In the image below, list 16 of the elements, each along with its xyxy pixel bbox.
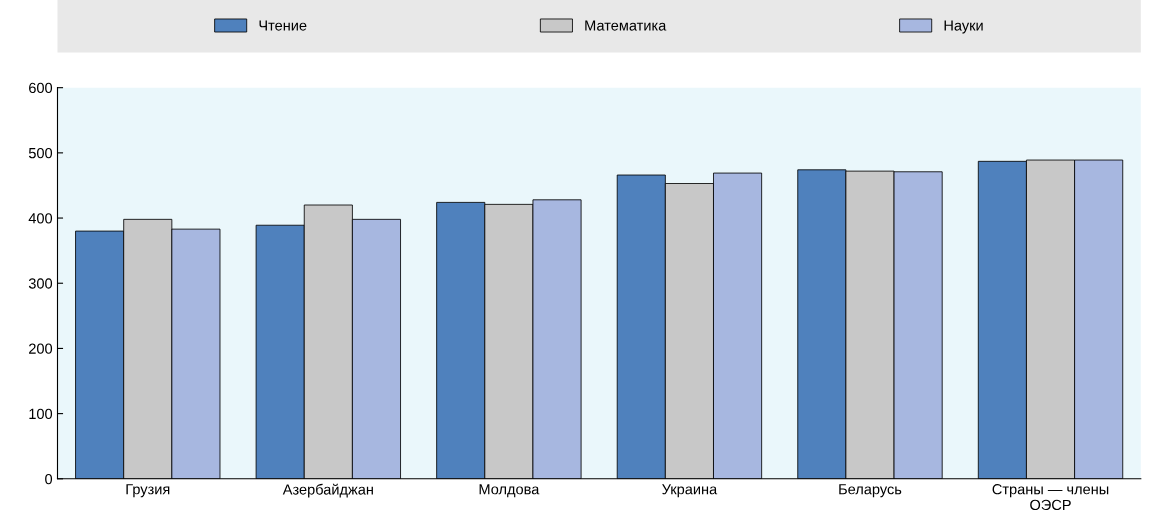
x-tick-label: Грузия	[126, 484, 170, 498]
y-tick-label: 0	[45, 473, 53, 485]
y-tick-label: 100	[29, 408, 53, 420]
y-tick-label: 500	[28, 147, 53, 159]
legend-label: Математика	[585, 20, 667, 31]
x-tick-label: Молдова	[479, 484, 540, 498]
x-tick-label: Украина	[662, 484, 718, 498]
x-tick-label: Беларусь	[839, 484, 902, 498]
y-tick-label: 200	[29, 343, 53, 354]
legend-label: Науки	[944, 20, 983, 34]
x-tick-label: Страны — члены ОЭСР	[992, 484, 1109, 511]
y-tick-label: 300	[28, 278, 53, 289]
y-tick-label: 400	[28, 213, 53, 224]
y-tick-label: 600	[29, 82, 53, 94]
x-tick-label: Азербайджан	[282, 483, 373, 498]
legend-label: Чтение	[259, 20, 307, 31]
